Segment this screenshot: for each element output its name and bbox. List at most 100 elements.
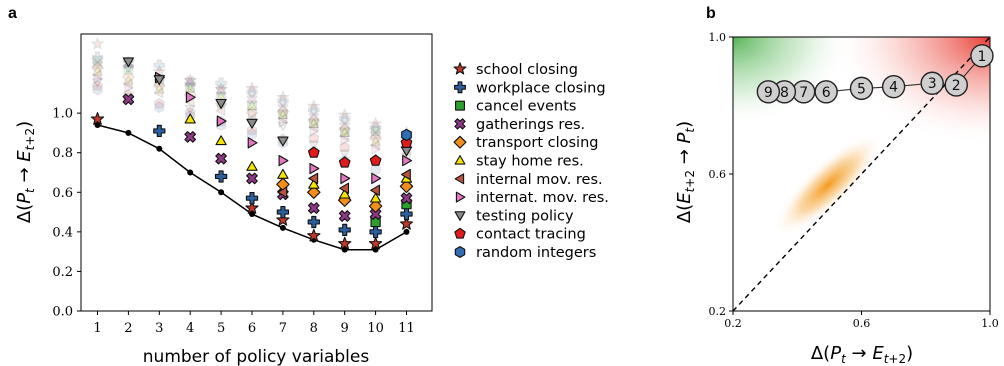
panel-b-ylabel: Δ(Et+2 → Pt) [674,121,697,223]
series-marker [184,113,196,124]
ghost-marker [369,121,382,134]
rank-label: 3 [928,76,937,92]
min-line-point [372,246,379,253]
ghost-marker [308,118,319,129]
series-marker [153,124,166,138]
ghost-marker [92,58,103,70]
rank-label: 5 [857,81,866,97]
series-marker [214,170,228,183]
panel-b-xtick-label: 1.0 [981,317,999,330]
ghost-marker [340,134,350,146]
ghost-marker [123,75,134,85]
rank-label: 9 [764,85,773,101]
ghost-marker [276,90,290,103]
legend-label: internal mov. res. [476,172,603,188]
panel-a-xlabel: number of policy variables [143,347,370,366]
ghost-marker [308,122,318,133]
ghost-marker [154,101,165,113]
ghost-marker [307,114,321,127]
legend-label: workplace closing [476,80,606,96]
legend-marker [453,62,467,75]
panel-a-xtick-label: 10 [367,321,384,336]
legend-label: school closing [476,62,578,78]
series-marker [369,225,382,239]
series-marker [339,182,350,194]
series-marker [247,137,258,149]
ghost-marker [369,132,382,145]
series-marker [276,212,290,226]
ghost-marker [370,140,380,151]
ghost-marker [123,78,133,90]
rank-circle [970,44,994,68]
legend-marker [454,227,466,239]
series-marker [368,199,383,213]
ghost-marker [154,84,165,94]
ghost-marker [338,112,351,125]
ghost-marker [246,100,258,111]
ghost-marker [247,108,258,119]
ghost-marker [277,95,289,107]
series-marker [246,172,258,185]
ghost-marker [246,128,258,140]
ghost-marker [339,120,351,132]
legend-marker [454,155,466,165]
series-marker [308,172,319,185]
panel-a-ytick-label: 1.0 [52,107,73,122]
legend-label: cancel events [476,99,576,115]
series-marker [371,172,382,185]
rank-label: 2 [952,78,961,94]
ghost-marker [370,129,382,141]
ghost-marker [370,126,381,136]
legend-label: internat. mov. res. [476,190,609,206]
series-marker [338,156,351,168]
panel-b-ytick-label: 1.0 [709,31,727,44]
panel-a-ylabel: Δ(Pt → Et+2) [14,121,37,223]
series-marker [338,210,351,222]
orange-region [773,133,883,237]
panel-b-xtick-label: 0.2 [724,317,742,330]
legend-label: gatherings res. [476,117,585,133]
ghost-marker [92,78,103,88]
ghost-marker [246,124,258,136]
series-marker [278,154,289,167]
legend-label: random integers [476,245,596,261]
ghost-marker [246,86,258,98]
legend-marker [455,100,465,111]
min-line-point [403,228,410,235]
rank-label: 7 [799,85,808,101]
ghost-marker [371,143,381,155]
ghost-marker [339,141,351,152]
ghost-marker [184,75,196,87]
series-marker [277,136,289,147]
ghost-marker [278,116,289,128]
panel-b-ticks: 0.2 0.6 1.0 0.2 0.6 1.0 [709,31,999,330]
panel-a-xtick-label: 7 [279,321,287,336]
panel-b-xtick-label: 0.6 [853,317,871,330]
series-marker [276,205,290,219]
rank-label: 1 [978,49,987,65]
series-marker [246,118,258,129]
min-line-point [125,129,132,136]
min-line-point [94,122,101,129]
ghost-marker [339,131,349,142]
legend-marker [454,173,465,185]
series-marker [215,152,227,165]
panel-a-ytick-label: 0.0 [52,305,73,320]
ghost-marker [184,104,196,115]
rank-label: 4 [889,80,898,96]
panel-a-xtick-label: 4 [186,321,194,336]
ghost-marker [277,113,287,124]
series-marker [370,184,380,196]
panel-a-xtick-label: 9 [341,321,349,336]
ghost-marker [370,163,381,176]
ghost-marker [153,59,166,72]
panel-b-xlabel: Δ(Pt → Et+2) [811,343,913,366]
ghost-marker [246,93,258,105]
ghost-marker [91,51,104,64]
ghost-marker [308,111,320,123]
series-marker [369,154,382,166]
ghost-marker [369,117,382,130]
